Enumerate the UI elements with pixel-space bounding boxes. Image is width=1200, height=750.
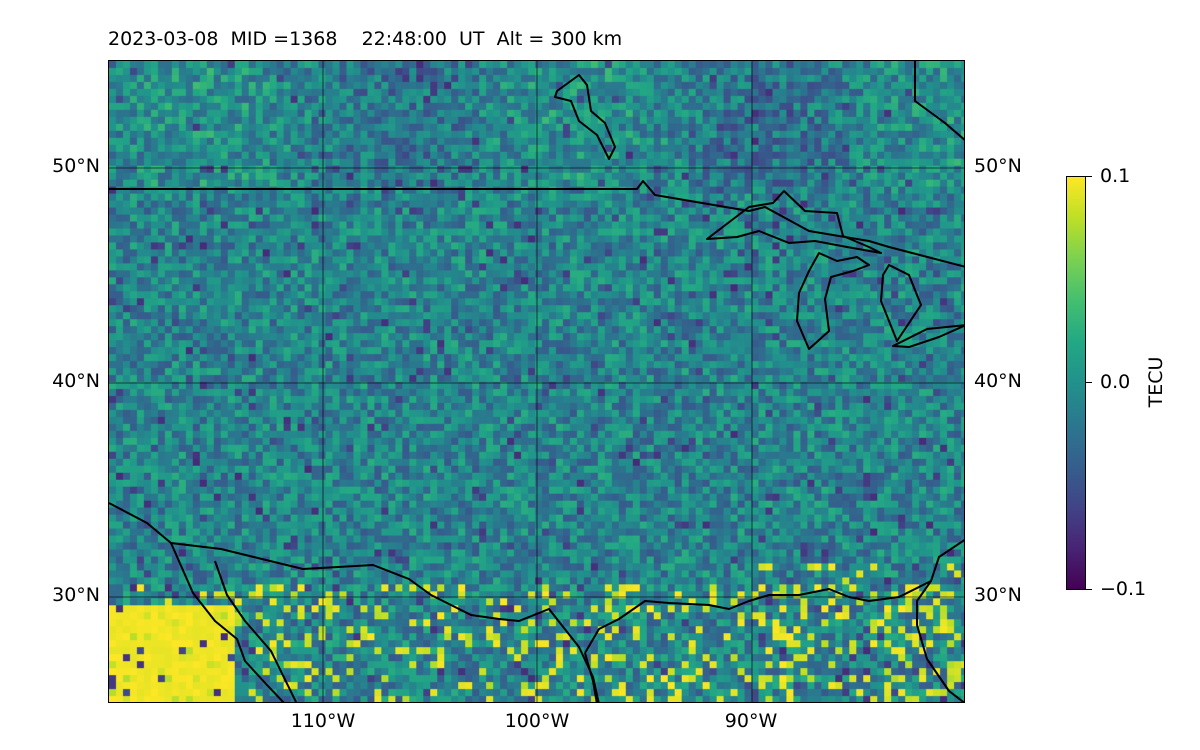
us-mexico-border [109, 502, 600, 702]
colorbar-tick-top [1086, 176, 1092, 177]
lake-erie [892, 324, 964, 348]
lat-label-right-30n: 30°N [974, 584, 1022, 606]
us-canada-border [109, 180, 964, 268]
lat-label-right-40n: 40°N [974, 370, 1022, 392]
gulf-of-california [214, 560, 298, 702]
hudson-bay-outline [554, 74, 616, 160]
lake-superior [706, 190, 882, 254]
colorbar-tick-bottom [1086, 589, 1092, 590]
lake-huron [880, 264, 922, 342]
lake-michigan [796, 252, 870, 350]
lat-label-right-50n: 50°N [974, 155, 1022, 177]
coastlines-borders [109, 61, 964, 702]
gulf-coast-us [584, 539, 964, 654]
colorbar-unit-label: TECU [1145, 356, 1167, 408]
lon-label-100w: 100°W [504, 710, 570, 732]
colorbar-label-min: −0.1 [1100, 578, 1147, 600]
lat-label-left-40n: 40°N [52, 370, 100, 392]
florida-peninsula [916, 580, 964, 702]
lon-label-90w: 90°W [724, 710, 778, 732]
colorbar-tick-mid [1086, 382, 1092, 383]
baja-california [170, 542, 285, 702]
lon-label-110w: 110°W [290, 710, 356, 732]
mexico-gulf-coast [584, 652, 598, 702]
lat-label-left-50n: 50°N [52, 155, 100, 177]
map-plot-area[interactable] [108, 60, 965, 703]
map-title: 2023-03-08 MID =1368 22:48:00 UT Alt = 3… [108, 28, 623, 50]
colorbar-label-max: 0.1 [1100, 165, 1131, 187]
colorbar [1066, 176, 1086, 590]
map-overlay [109, 61, 964, 702]
lat-label-left-30n: 30°N [52, 584, 100, 606]
canada-east-coast [914, 61, 964, 141]
colorbar-label-zero: 0.0 [1100, 371, 1131, 393]
graticule [109, 61, 964, 702]
